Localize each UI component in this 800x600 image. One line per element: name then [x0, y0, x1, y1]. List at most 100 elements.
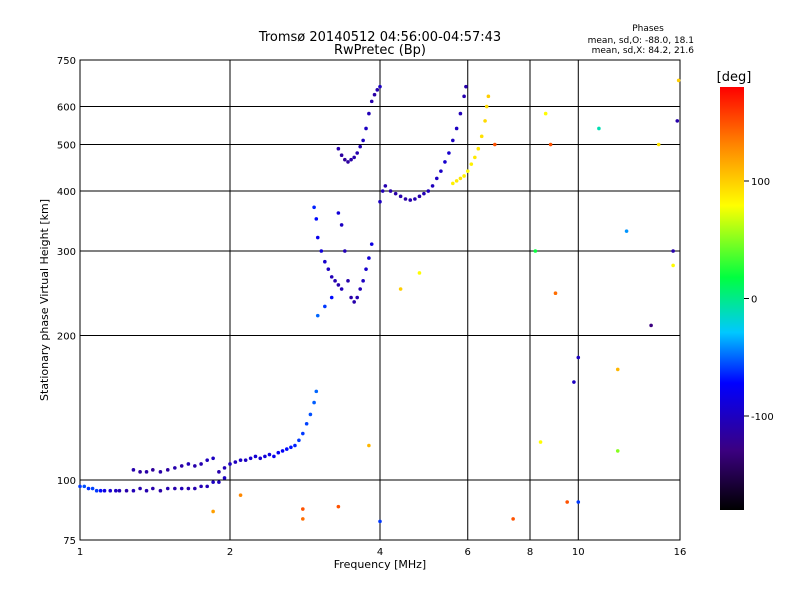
data-point — [199, 484, 203, 489]
chart-subtitle: RwPretec (Bp) — [334, 43, 426, 58]
colorbar-tick-label: 100 — [751, 177, 770, 188]
data-point — [312, 400, 316, 405]
data-point — [355, 295, 359, 300]
data-point — [158, 488, 163, 493]
data-point — [284, 447, 289, 451]
data-point — [339, 287, 344, 291]
data-point — [336, 283, 341, 287]
data-point — [336, 211, 341, 215]
data-point — [258, 456, 263, 461]
data-point — [124, 488, 129, 493]
data-point — [464, 84, 468, 89]
data-point — [217, 480, 221, 484]
data-point — [205, 484, 209, 489]
data-point — [179, 464, 184, 468]
colorbar-tick-label: -100 — [751, 412, 774, 423]
data-point — [289, 445, 293, 450]
data-point — [367, 256, 371, 260]
data-point — [248, 456, 253, 461]
data-point — [403, 197, 408, 201]
data-point — [367, 111, 371, 116]
data-point — [222, 476, 227, 480]
data-point — [217, 470, 221, 474]
x-tick-label: 2 — [227, 547, 233, 558]
data-point — [483, 119, 487, 123]
data-point — [138, 470, 142, 474]
data-point — [380, 189, 385, 193]
data-point — [293, 443, 297, 448]
data-point — [422, 191, 426, 196]
data-point — [336, 504, 341, 509]
data-point — [179, 486, 184, 491]
data-point — [186, 462, 191, 466]
data-point — [458, 176, 463, 181]
data-point — [102, 488, 107, 493]
data-point — [280, 449, 285, 453]
data-point — [484, 104, 489, 109]
data-point — [458, 111, 463, 116]
data-point — [94, 488, 99, 493]
data-point — [238, 458, 243, 462]
data-point — [364, 267, 368, 271]
x-tick-label: 10 — [572, 547, 585, 558]
y-tick-label: 600 — [57, 103, 76, 114]
data-point — [193, 486, 197, 491]
x-tick-label: 1 — [77, 547, 83, 558]
data-point — [473, 155, 477, 160]
data-point — [378, 519, 382, 524]
data-point — [319, 249, 324, 253]
data-point — [358, 144, 362, 149]
data-point — [565, 500, 569, 504]
grid-vertical — [229, 60, 579, 540]
data-point — [186, 486, 191, 491]
data-point — [364, 126, 368, 131]
data-point — [597, 126, 601, 131]
data-point — [486, 94, 491, 99]
data-point — [267, 452, 272, 457]
data-point — [222, 466, 227, 470]
data-point — [233, 460, 238, 464]
grid-horizontal — [80, 106, 680, 481]
data-point — [465, 169, 470, 173]
x-tick-label: 6 — [465, 547, 471, 558]
data-point — [349, 157, 353, 162]
data-point — [193, 464, 197, 468]
data-point — [343, 157, 347, 162]
data-point — [211, 456, 215, 461]
phase-stats-o: mean, sd,O: -88.0, 18.1 — [588, 36, 694, 46]
data-point — [82, 484, 87, 489]
data-point — [173, 466, 177, 470]
data-point — [329, 295, 334, 300]
data-point — [398, 287, 403, 291]
data-point — [355, 151, 359, 155]
data-point — [90, 486, 95, 491]
data-point — [98, 488, 103, 493]
data-point — [426, 189, 431, 193]
data-point — [462, 174, 466, 178]
data-point — [151, 486, 155, 491]
data-point — [243, 458, 248, 462]
data-point — [333, 279, 337, 283]
data-point — [158, 470, 163, 474]
data-point — [451, 181, 455, 186]
data-point — [349, 295, 353, 300]
data-point — [108, 488, 113, 493]
x-tick-label: 16 — [674, 547, 687, 558]
data-point — [443, 160, 447, 164]
data-point — [314, 217, 319, 221]
data-point — [454, 179, 459, 183]
y-tick-label: 75 — [63, 536, 76, 547]
data-point — [430, 184, 435, 188]
data-point — [476, 146, 481, 151]
y-tick-label: 300 — [57, 247, 76, 258]
chart-title: Tromsø 20140512 04:56:00-04:57:43 — [258, 30, 501, 45]
data-point — [326, 267, 331, 271]
data-point — [323, 259, 327, 264]
data-point — [131, 468, 136, 472]
data-point — [367, 443, 371, 448]
data-point — [576, 500, 581, 504]
data-point — [165, 486, 170, 491]
data-point — [383, 184, 388, 188]
data-point — [439, 169, 443, 173]
colorbar-ticks: 100 0 -100 — [744, 177, 774, 423]
